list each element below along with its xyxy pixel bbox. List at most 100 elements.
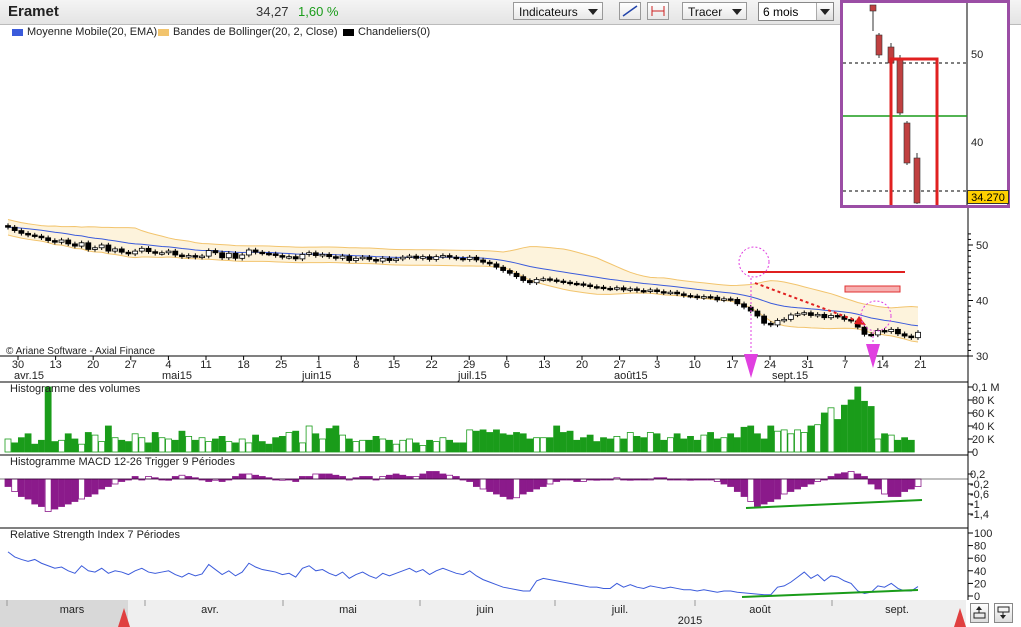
candle-body	[708, 297, 713, 299]
volume-bar	[313, 434, 319, 452]
copyright: © Ariane Software - Axial Finance	[6, 346, 155, 357]
volume-bar	[821, 413, 827, 452]
candle-body	[427, 257, 432, 260]
volume-bar	[768, 426, 774, 452]
candle-body	[146, 248, 151, 251]
macd-bar	[172, 477, 178, 480]
candle-body	[808, 313, 813, 316]
candle-body	[66, 240, 71, 244]
macd-bar	[18, 479, 24, 497]
volume-bar	[112, 438, 118, 452]
volume-bar	[59, 440, 65, 452]
macd-panel-title: Histogramme MACD 12-26 Trigger 9 Période…	[10, 456, 235, 468]
macd-bar	[186, 477, 192, 480]
volume-bar	[152, 433, 158, 453]
candle-body	[481, 260, 486, 262]
price-tag: 34.270	[967, 190, 1009, 204]
candle-body	[347, 256, 352, 260]
candle-body	[173, 251, 178, 255]
volume-bar	[172, 440, 178, 452]
volume-bar	[85, 433, 91, 453]
macd-bar	[146, 477, 152, 480]
macd-bar	[206, 479, 212, 482]
nav-month-label: août	[749, 604, 770, 616]
macd-bar	[38, 479, 44, 507]
candle-body	[755, 311, 760, 316]
candle-body	[19, 231, 24, 234]
macd-bar	[440, 474, 446, 479]
candle-body	[273, 254, 278, 256]
macd-bar	[79, 479, 85, 499]
candle-body	[6, 226, 11, 228]
inset-candle-body	[914, 158, 920, 203]
macd-bar	[360, 477, 366, 480]
volume-bar	[527, 439, 533, 452]
zoom-in-button[interactable]	[970, 603, 989, 623]
macd-bar	[734, 479, 740, 492]
volume-bar	[192, 440, 198, 452]
candle-body	[280, 256, 285, 258]
y-tick-label: 30	[976, 351, 988, 363]
candle-body	[52, 241, 57, 243]
macd-bar	[500, 479, 506, 497]
candle-body	[293, 257, 298, 259]
candle-body	[521, 277, 526, 281]
candle-body	[307, 253, 312, 255]
volume-bar	[273, 438, 279, 452]
macd-bar	[5, 479, 11, 487]
macd-bar	[493, 479, 499, 494]
candle-body	[12, 227, 17, 230]
candle-body	[213, 251, 218, 253]
macd-bar	[714, 479, 720, 482]
candle-body	[715, 297, 720, 300]
candle-body	[226, 253, 231, 257]
volume-bar	[427, 440, 433, 452]
candle-body	[447, 256, 452, 258]
macd-bar	[219, 479, 225, 482]
volume-bar	[895, 440, 901, 452]
volume-bar	[400, 440, 406, 452]
volume-bar	[902, 438, 908, 452]
macd-bar	[875, 479, 881, 489]
candle-body	[287, 257, 292, 259]
layout-down-icon	[995, 604, 1012, 622]
volume-bar	[406, 439, 412, 452]
x-day-label: 22	[425, 359, 437, 371]
candle-body	[360, 257, 365, 259]
volume-bar	[32, 444, 38, 452]
candle-body	[220, 253, 225, 258]
candle-body	[320, 254, 325, 256]
candle-body	[695, 296, 700, 298]
candle-body	[434, 257, 439, 260]
y-tick-label: 50	[976, 240, 988, 252]
macd-bar	[828, 477, 834, 480]
candle-body	[916, 332, 921, 337]
volume-bar	[420, 446, 426, 453]
macd-bar	[32, 479, 38, 504]
macd-bar	[774, 479, 780, 499]
x-day-label: 25	[275, 359, 287, 371]
y-tick-label: 40	[976, 296, 988, 308]
volume-bar	[166, 439, 172, 452]
macd-bar	[45, 479, 51, 512]
volume-bar	[293, 431, 299, 452]
volume-bar	[393, 444, 399, 452]
candle-body	[889, 329, 894, 331]
macd-bar	[487, 479, 493, 492]
candle-body	[206, 251, 211, 257]
macd-bar	[393, 474, 399, 479]
candle-body	[735, 299, 740, 303]
candle-body	[159, 253, 164, 255]
candle-body	[39, 236, 44, 238]
candle-body	[507, 271, 512, 274]
zoom-out-button[interactable]	[994, 603, 1013, 623]
macd-bar	[386, 475, 392, 479]
candle-body	[568, 282, 573, 284]
macd-bar	[253, 475, 259, 479]
volume-bar	[627, 433, 633, 453]
navigator-svg[interactable]: mars avr. mai juin juil. août sept. 2015	[0, 600, 966, 627]
volume-bar	[754, 434, 760, 452]
candle-body	[835, 315, 840, 317]
volume-bar	[667, 438, 673, 452]
candle-body	[882, 330, 887, 332]
